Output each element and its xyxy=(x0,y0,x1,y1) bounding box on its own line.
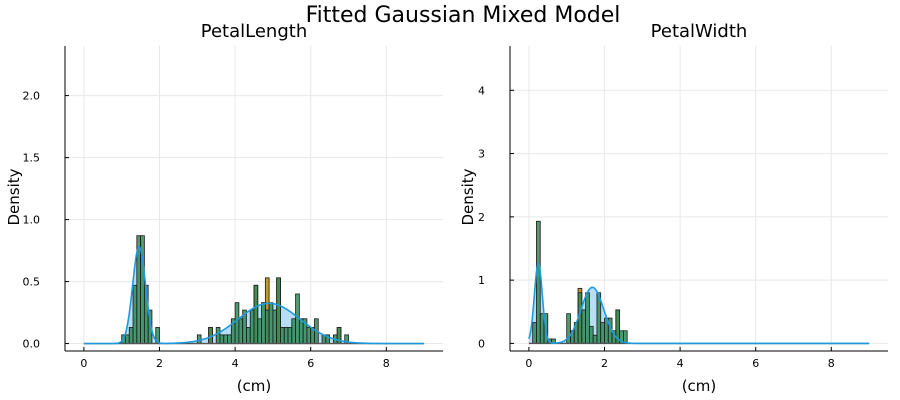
histogram-bar xyxy=(125,334,130,344)
y-tick-label: 4 xyxy=(478,84,485,97)
histogram-bar xyxy=(234,302,240,344)
tick-labels: 0 2 4 6 8 0 1 2 3 4 xyxy=(478,84,835,370)
histogram-bar xyxy=(298,318,304,344)
histogram-bar xyxy=(306,327,312,344)
x-tick-label: 2 xyxy=(601,357,608,370)
y-tick-label: 1 xyxy=(478,274,485,287)
histogram-bar xyxy=(539,313,545,344)
histogram-bar xyxy=(268,302,274,344)
histogram-bar xyxy=(272,309,278,344)
histogram-bar xyxy=(261,302,266,344)
y-tick-label: 0.0 xyxy=(23,338,41,351)
histogram-bar xyxy=(264,309,270,344)
histogram-bar xyxy=(592,334,598,344)
x-tick-label: 2 xyxy=(156,357,163,370)
y-tick-label: 0.5 xyxy=(23,276,41,289)
x-tick-label: 8 xyxy=(383,357,390,370)
y-tick-label: 1.0 xyxy=(23,214,41,227)
x-axis-label: (cm) xyxy=(682,377,717,395)
histogram-bar xyxy=(283,327,289,344)
chart-petal-length: PetalLength (cm) Density 0 2 4 6 8 0.0 0.5 1.0 1… xyxy=(5,21,443,395)
x-tick-label: 0 xyxy=(80,357,87,370)
histogram-bar xyxy=(249,309,255,344)
density-curve xyxy=(528,262,870,345)
chart-title: PetalWidth xyxy=(651,21,748,42)
y-tick-label: 2.0 xyxy=(23,90,41,103)
figure-title: Fitted Gaussian Mixed Model xyxy=(306,3,621,28)
histogram-bar xyxy=(280,327,285,344)
histogram xyxy=(83,235,425,345)
histogram-bar xyxy=(536,220,541,344)
histogram-bar xyxy=(585,292,590,344)
histogram-bar xyxy=(219,334,225,344)
histogram xyxy=(528,220,870,345)
histogram-bar xyxy=(291,318,296,344)
x-tick-label: 4 xyxy=(677,357,684,370)
histogram-bar xyxy=(196,334,202,344)
histogram-bar xyxy=(215,327,221,344)
axes xyxy=(509,46,888,352)
histogram-bar xyxy=(223,334,228,344)
histogram-bar xyxy=(257,318,262,344)
y-axis-label: Density xyxy=(5,168,23,225)
x-tick-label: 6 xyxy=(752,357,759,370)
x-tick-label: 0 xyxy=(525,357,532,370)
y-tick-label: 0 xyxy=(478,337,485,350)
y-tick-label: 3 xyxy=(478,148,485,161)
grid xyxy=(510,46,888,351)
histogram-bar xyxy=(276,277,281,344)
histogram-bar xyxy=(581,309,587,344)
histogram-bar xyxy=(246,327,251,344)
axes xyxy=(64,46,443,352)
y-axis-label: Density xyxy=(459,168,477,225)
y-tick-label: 1.5 xyxy=(23,152,41,165)
histogram-bar xyxy=(600,322,605,344)
chart-title: PetalLength xyxy=(201,21,307,42)
histogram-bar xyxy=(532,322,537,344)
tick-labels: 0 2 4 6 8 0.0 0.5 1.0 1.5 2.0 xyxy=(23,90,390,370)
histogram-bar xyxy=(128,327,134,344)
histogram-bar xyxy=(227,334,232,344)
density-line xyxy=(528,262,870,345)
x-tick-label: 4 xyxy=(232,357,239,370)
histogram-bar xyxy=(253,284,259,344)
histogram-bar xyxy=(238,318,244,344)
density-curve xyxy=(83,245,425,345)
density-line xyxy=(83,245,425,345)
histogram-bar xyxy=(132,284,138,344)
histogram-bar xyxy=(287,327,293,344)
x-axis-label: (cm) xyxy=(237,377,272,395)
x-tick-label: 8 xyxy=(828,357,835,370)
y-tick-label: 2 xyxy=(478,211,485,224)
chart-petal-width: PetalWidth (cm) Density 0 2 4 6 8 0 1 2 3 4 xyxy=(459,21,888,395)
histogram-bar xyxy=(588,325,594,344)
x-tick-label: 6 xyxy=(307,357,314,370)
